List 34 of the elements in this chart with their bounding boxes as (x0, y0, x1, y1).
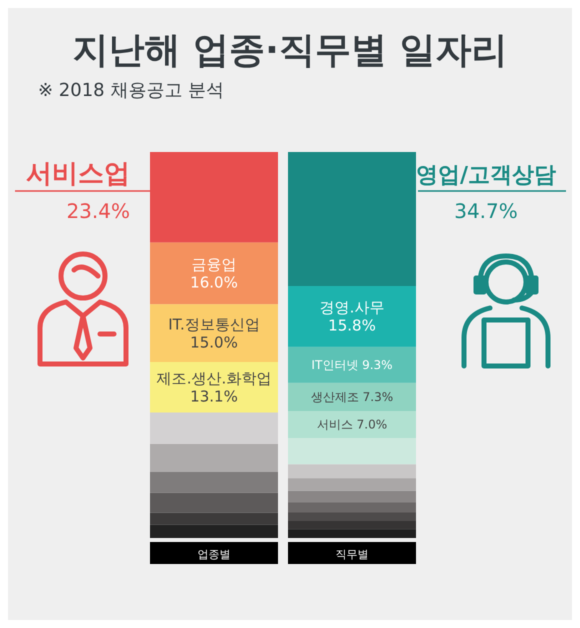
data-label: IT.정보통신업 15.0% (168, 315, 260, 352)
x-tick-label: 업종별 (198, 548, 230, 561)
bar (288, 382, 416, 412)
bar (150, 444, 278, 472)
bar (288, 521, 416, 530)
bar (288, 411, 416, 438)
bar (288, 438, 416, 464)
bar (150, 524, 278, 538)
bar (288, 478, 416, 491)
data-label: 생산제조 7.3% (310, 390, 394, 404)
bar (150, 412, 278, 444)
bar (288, 502, 416, 513)
data-label: 서비스업 23.4% (26, 159, 130, 223)
data-label: 영업/고객상담 34.7% (416, 163, 556, 223)
chart-title: 지난해 업종·직무별 일자리 (72, 29, 508, 73)
x-tick-label: 직무별 (336, 548, 368, 561)
bar (150, 492, 278, 513)
bar (150, 242, 278, 304)
chart-subtitle: ※ 2018 채용공고 분석 (38, 79, 224, 102)
data-label: 서비스 7.0% (316, 418, 388, 432)
bar (288, 286, 416, 347)
bar (150, 472, 278, 493)
bar (288, 152, 416, 286)
bar (288, 490, 416, 502)
bar (150, 512, 278, 525)
data-label: IT인터넷 9.3% (311, 358, 393, 372)
bar (288, 346, 416, 383)
data-label: 경영.사무 15.8% (320, 298, 384, 335)
data-label: 제조.생산.화학업 13.1% (156, 370, 272, 406)
bar (288, 464, 416, 478)
bar (288, 512, 416, 522)
data-label: 금융업 16.0% (190, 255, 238, 292)
bar (150, 304, 278, 362)
bar (288, 529, 416, 538)
